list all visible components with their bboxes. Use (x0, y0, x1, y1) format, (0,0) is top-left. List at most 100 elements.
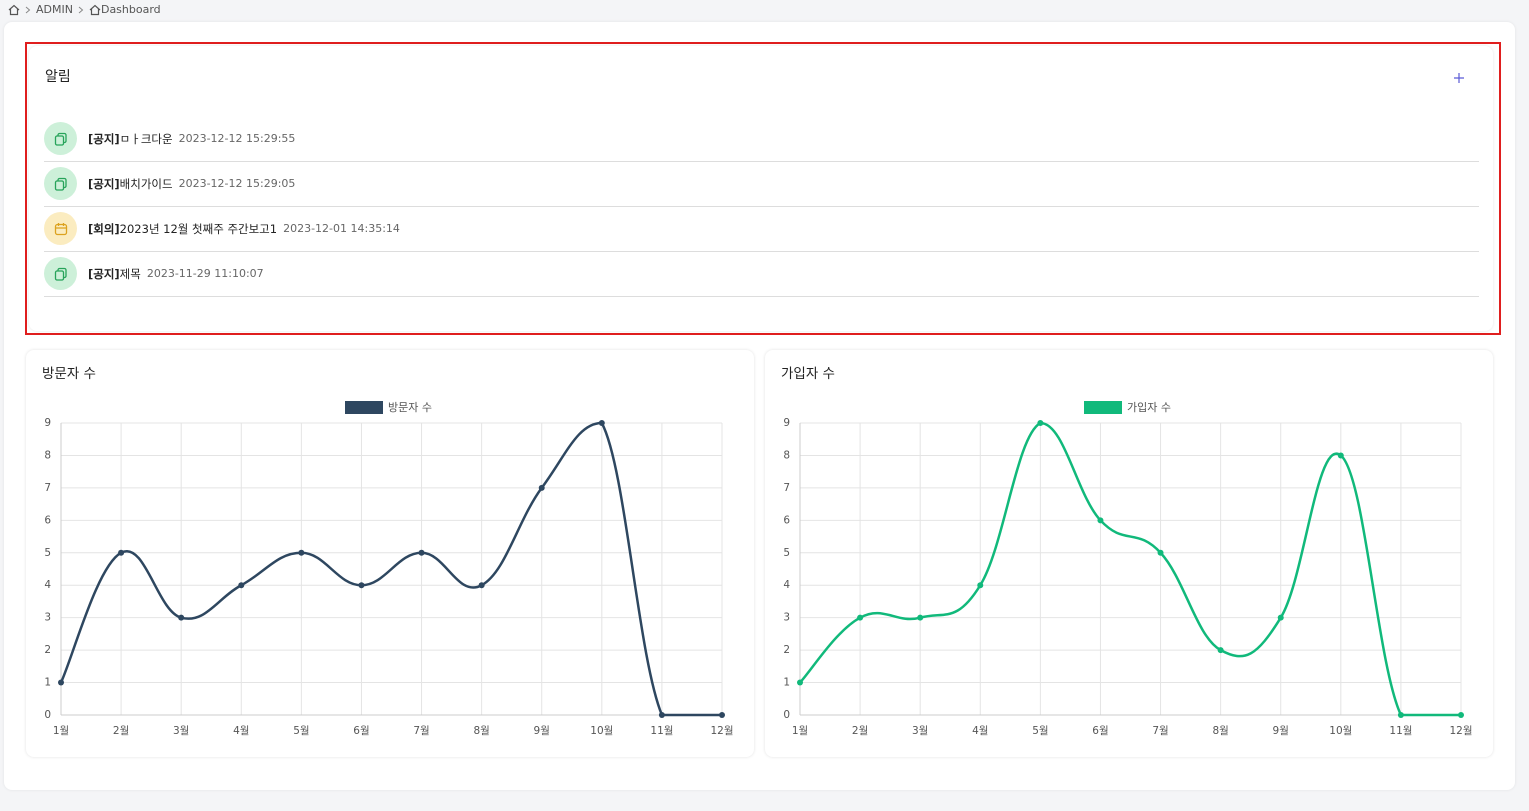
data-point (1097, 517, 1104, 524)
x-tick-label: 10월 (590, 725, 613, 737)
add-button[interactable] (1453, 72, 1465, 84)
x-tick-label: 1월 (792, 725, 808, 737)
x-tick-label: 9월 (1273, 725, 1289, 737)
x-tick-label: 10월 (1329, 725, 1352, 737)
data-point (298, 549, 305, 556)
y-tick-label: 0 (44, 709, 51, 721)
data-point (1458, 712, 1464, 718)
chart-title: 방문자 수 (42, 366, 96, 382)
data-point (58, 679, 64, 686)
notice-tag: [공지] (88, 131, 120, 146)
x-tick-label: 3월 (912, 725, 928, 737)
data-point (1277, 614, 1284, 621)
notice-subject[interactable]: 2023년 12월 첫째주 주간보고1 (119, 221, 278, 236)
data-point (857, 614, 864, 621)
y-tick-label: 7 (44, 482, 51, 494)
data-point (418, 549, 425, 556)
x-tick-label: 2월 (852, 725, 868, 737)
legend-label: 방문자 수 (388, 401, 432, 414)
breadcrumb: ADMIN Dashboard (8, 3, 161, 16)
notice-tag: [공지] (88, 266, 120, 281)
legend-swatch (345, 401, 383, 414)
y-tick-label: 3 (44, 612, 51, 624)
x-tick-label: 7월 (1152, 725, 1168, 737)
x-tick-label: 5월 (1032, 725, 1048, 737)
x-tick-label: 1월 (53, 725, 69, 737)
notice-item[interactable]: [회의] 2023년 12월 첫째주 주간보고1 2023-12-01 14:35:… (44, 206, 1479, 252)
chart-card: 방문자 수 0 1 2 3 4 5 6 7 8 9 1월 2월 3월 4월 5월 6월 7월 8월 9월 10월 11월 1… (26, 350, 754, 757)
notice-date: 2023-11-29 11:10:07 (146, 267, 264, 280)
x-tick-label: 4월 (233, 725, 249, 737)
x-tick-label: 6월 (1092, 725, 1108, 737)
x-tick-label: 6월 (353, 725, 369, 737)
y-tick-label: 2 (783, 644, 790, 656)
y-tick-label: 5 (783, 547, 790, 559)
data-point (1397, 712, 1404, 718)
notice-subject[interactable]: ㅁㅏ크다운 (119, 131, 173, 146)
notice-subject[interactable]: 배치가이드 (119, 176, 173, 191)
data-point (1217, 647, 1224, 654)
data-point (797, 679, 803, 686)
notice-item[interactable]: [공지] 배치가이드 2023-12-12 15:29:05 (44, 161, 1479, 207)
notice-date: 2023-12-01 14:35:14 (283, 222, 400, 235)
data-point (917, 614, 924, 621)
y-tick-label: 7 (783, 482, 790, 494)
x-tick-label: 12월 (1449, 725, 1472, 737)
line-series (799, 421, 1461, 717)
data-point (1037, 420, 1044, 426)
y-tick-label: 3 (783, 612, 790, 624)
meeting-icon (44, 212, 77, 245)
x-tick-label: 8월 (473, 725, 489, 737)
y-tick-label: 0 (783, 709, 790, 721)
notice-subject[interactable]: 제목 (119, 266, 141, 281)
data-point (719, 712, 725, 718)
y-tick-label: 1 (783, 677, 790, 689)
data-point (118, 549, 125, 556)
notice-card: 알림 [공지] ㅁㅏ크다운 2023-12-12 15:29:55 [공지] 배치가이… (25, 42, 1501, 335)
legend-label: 가입자 수 (1127, 401, 1171, 414)
data-point (478, 582, 485, 589)
line-series (59, 421, 722, 717)
notice-panel: 알림 [공지] ㅁㅏ크다운 2023-12-12 15:29:55 [공지] 배치가이… (29, 46, 1493, 331)
data-point (178, 614, 185, 621)
data-point (238, 582, 245, 589)
data-point (358, 582, 365, 589)
x-tick-label: 2월 (113, 725, 129, 737)
legend-swatch (1084, 401, 1122, 414)
y-tick-label: 2 (44, 644, 51, 656)
home-icon[interactable] (8, 4, 20, 16)
y-tick-label: 4 (44, 579, 51, 591)
notice-icon (44, 167, 77, 200)
separator (78, 6, 84, 13)
x-tick-label: 5월 (293, 725, 309, 737)
notice-icon (44, 122, 77, 155)
home-icon (89, 4, 101, 15)
y-tick-label: 6 (44, 514, 51, 526)
x-tick-label: 11월 (650, 725, 673, 737)
chart: 방문자 수 0 1 2 3 4 5 6 7 8 9 1월 2월 3월 4월 5월 6월 7월 8월 9월 10월 11월 1… (42, 366, 734, 737)
separator (25, 6, 31, 13)
chart-card: 가입자 수 0 1 2 3 4 5 6 7 8 9 1월 2월 3월 4월 5월 6월 7월 8월 9월 10월 11월 1… (765, 350, 1493, 757)
data-point (598, 420, 605, 426)
notice-item[interactable]: [공지] ㅁㅏ크다운 2023-12-12 15:29:55 (44, 116, 1479, 162)
notice-icon (44, 257, 77, 290)
chart-title: 가입자 수 (781, 366, 835, 382)
notice-item[interactable]: [공지] 제목 2023-11-29 11:10:07 (44, 251, 1479, 297)
data-point (658, 712, 665, 718)
data-point (1157, 549, 1164, 556)
data-point (977, 582, 984, 589)
y-tick-label: 4 (783, 579, 790, 591)
x-tick-label: 12월 (710, 725, 733, 737)
breadcrumb-item[interactable]: Dashboard (100, 3, 161, 16)
notice-date: 2023-12-12 15:29:05 (178, 177, 296, 190)
breadcrumb-item[interactable]: ADMIN (36, 3, 73, 16)
x-tick-label: 3월 (173, 725, 189, 737)
notice-date: 2023-12-12 15:29:55 (178, 132, 296, 145)
x-tick-label: 11월 (1389, 725, 1412, 737)
data-point (1337, 452, 1344, 459)
y-tick-label: 1 (44, 677, 51, 689)
chart: 가입자 수 0 1 2 3 4 5 6 7 8 9 1월 2월 3월 4월 5월 6월 7월 8월 9월 10월 11월 1… (781, 366, 1473, 737)
y-tick-label: 9 (783, 417, 790, 429)
notice-tag: [회의] (88, 221, 120, 236)
y-tick-label: 6 (783, 514, 790, 526)
